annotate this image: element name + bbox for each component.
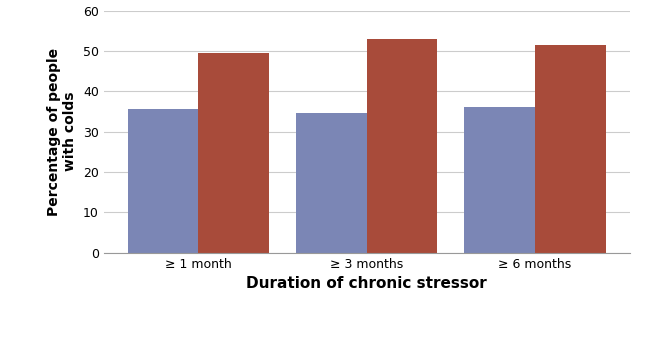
- Bar: [367, 39, 437, 253]
- Y-axis label: Percentage of people
with colds: Percentage of people with colds: [47, 48, 77, 216]
- Bar: [128, 110, 199, 253]
- X-axis label: Duration of chronic stressor: Duration of chronic stressor: [247, 276, 487, 291]
- Bar: [535, 45, 606, 253]
- Bar: [296, 113, 367, 253]
- Bar: [464, 107, 535, 253]
- Bar: [199, 53, 269, 253]
